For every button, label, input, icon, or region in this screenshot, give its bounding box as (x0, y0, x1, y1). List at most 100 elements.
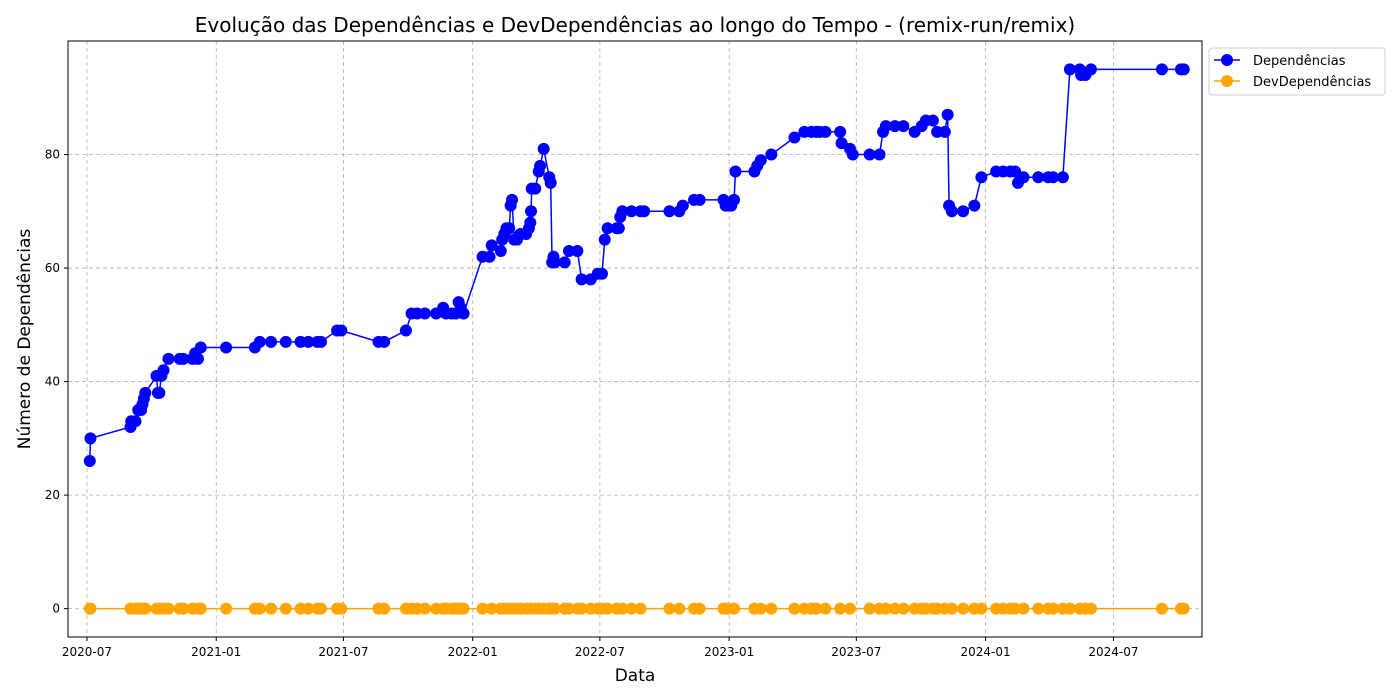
data-point-devdependencias (1155, 602, 1168, 615)
x-axis-ticks: 2020-07 2021-01 2021-07 2022-01 2022-07 2023-… (62, 637, 1139, 659)
legend-marker-dependencias (1221, 54, 1233, 66)
data-point-devdependencias (1047, 602, 1060, 615)
data-point-dependencias (314, 335, 327, 348)
data-point-dependencias (279, 335, 292, 348)
data-point-dependencias (834, 125, 847, 138)
x-tick-label: 2020-07 (62, 645, 112, 659)
data-point-devdependencias (548, 602, 561, 615)
data-point-dependencias (571, 245, 584, 258)
data-point-dependencias (177, 352, 190, 365)
data-point-dependencias (83, 455, 96, 468)
data-point-dependencias (302, 335, 315, 348)
data-point-devdependencias (378, 602, 391, 615)
data-point-dependencias (1032, 171, 1045, 184)
data-point-dependencias (663, 205, 676, 218)
x-tick-label: 2023-01 (704, 645, 754, 659)
data-point-dependencias (529, 182, 542, 195)
data-point-dependencias (153, 386, 166, 399)
data-point-devdependencias (84, 602, 97, 615)
data-point-devdependencias (265, 602, 278, 615)
data-point-dependencias (888, 120, 901, 133)
series-dependencias (83, 63, 1190, 468)
data-point-dependencias (835, 137, 848, 150)
x-axis-label: Data (615, 666, 656, 686)
data-point-dependencias (728, 193, 741, 206)
data-point-devdependencias (693, 602, 706, 615)
data-point-devdependencias (314, 602, 327, 615)
data-point-devdependencias (279, 602, 292, 615)
data-point-dependencias (399, 324, 412, 337)
data-point-dependencias (819, 125, 832, 138)
data-point-devdependencias (673, 602, 686, 615)
data-point-dependencias (503, 222, 516, 235)
data-point-devdependencias (1009, 602, 1022, 615)
data-point-dependencias (483, 250, 496, 263)
data-point-devdependencias (457, 602, 470, 615)
data-point-dependencias (544, 176, 557, 189)
data-point-dependencias (575, 273, 588, 286)
y-axis-label: Número de Dependências (15, 229, 35, 450)
data-point-devdependencias (788, 602, 801, 615)
data-point-dependencias (265, 335, 278, 348)
data-point-devdependencias (728, 602, 741, 615)
y-tick-label: 80 (45, 148, 60, 162)
data-point-dependencias (1063, 63, 1076, 76)
data-point-devdependencias (194, 602, 207, 615)
data-point-devdependencias (253, 602, 266, 615)
data-point-dependencias (506, 193, 519, 206)
data-point-devdependencias (562, 602, 575, 615)
data-point-devdependencias (765, 602, 778, 615)
x-tick-label: 2022-07 (575, 645, 625, 659)
data-point-dependencias (968, 199, 981, 212)
data-point-devdependencias (945, 602, 958, 615)
data-point-dependencias (598, 233, 611, 246)
data-point-devdependencias (663, 602, 676, 615)
chart-title: Evolução das Dependências e DevDependênc… (195, 13, 1075, 37)
data-point-devdependencias (335, 602, 348, 615)
data-point-dependencias (926, 114, 939, 127)
data-point-devdependencias (1063, 602, 1076, 615)
data-point-dependencias (157, 364, 170, 377)
series-devdependencias (83, 602, 1190, 615)
x-tick-label: 2022-01 (448, 645, 498, 659)
legend: Dependências DevDependências (1208, 47, 1386, 96)
data-point-dependencias (601, 222, 614, 235)
data-point-devdependencias (1177, 602, 1190, 615)
data-point-devdependencias (601, 602, 614, 615)
data-point-dependencias (1047, 171, 1060, 184)
legend-label-dependencias: Dependências (1253, 54, 1346, 69)
data-point-devdependencias (1084, 602, 1097, 615)
data-point-dependencias (1177, 63, 1190, 76)
data-point-dependencias (638, 205, 651, 218)
data-point-dependencias (625, 205, 638, 218)
y-tick-label: 60 (45, 261, 60, 275)
data-point-dependencias (612, 222, 625, 235)
data-point-devdependencias (139, 602, 152, 615)
y-tick-label: 40 (45, 375, 60, 389)
legend-box (1208, 47, 1386, 96)
data-point-dependencias (846, 148, 859, 161)
data-point-dependencias (418, 307, 431, 320)
data-point-dependencias (129, 415, 142, 428)
data-point-dependencias (194, 341, 207, 354)
x-tick-label: 2023-07 (831, 645, 881, 659)
data-point-dependencias (525, 205, 538, 218)
y-tick-label: 20 (45, 488, 60, 502)
data-point-dependencias (378, 335, 391, 348)
data-point-dependencias (562, 245, 575, 258)
data-point-dependencias (139, 386, 152, 399)
data-point-dependencias (595, 267, 608, 280)
x-tick-label: 2021-07 (318, 645, 368, 659)
data-point-dependencias (191, 352, 204, 365)
data-point-devdependencias (897, 602, 910, 615)
data-point-devdependencias (616, 602, 629, 615)
data-point-dependencias (863, 148, 876, 161)
data-point-devdependencias (476, 602, 489, 615)
data-point-devdependencias (220, 602, 233, 615)
data-point-dependencias (1084, 63, 1097, 76)
data-point-dependencias (558, 256, 571, 269)
data-point-dependencias (253, 335, 266, 348)
data-point-dependencias (494, 245, 507, 258)
x-tick-label: 2024-07 (1088, 645, 1138, 659)
